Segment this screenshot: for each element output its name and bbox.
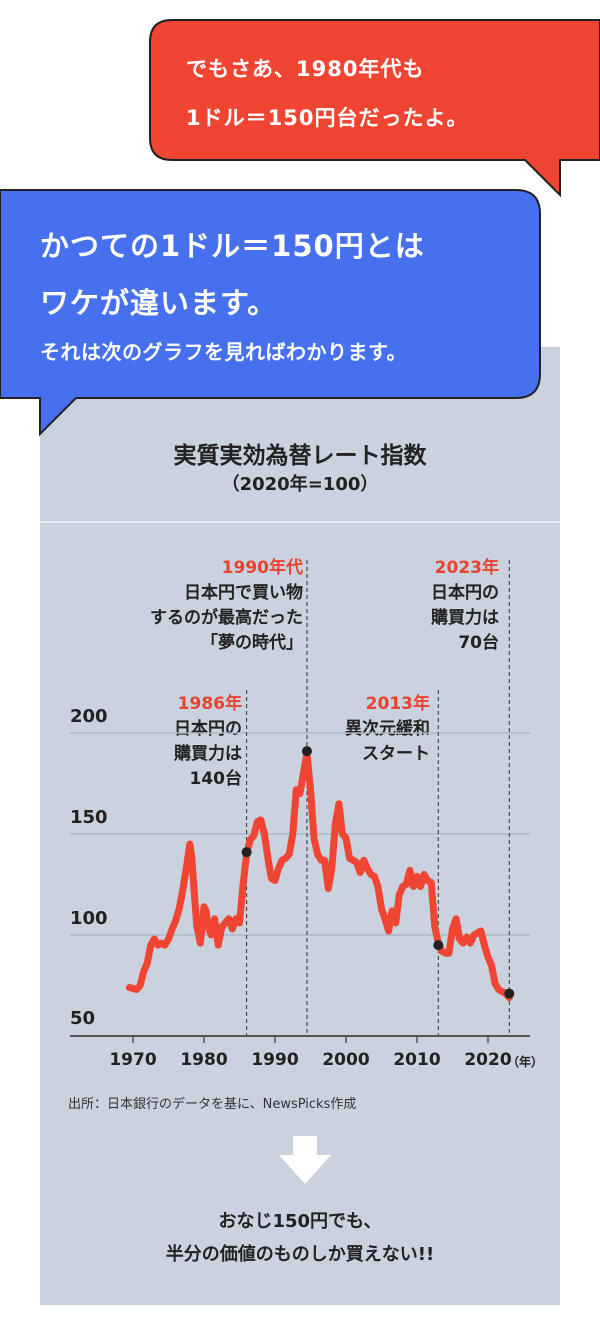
conclusion-line-2: 半分の価値のものしか買えない!! xyxy=(165,1244,435,1265)
speech-bubbles xyxy=(0,19,600,437)
annotation-text: 購買力は xyxy=(431,608,499,628)
annotation-year: 1990年代 xyxy=(221,558,303,578)
annotation-2023: 2023年 日本円の 購買力は 70台 xyxy=(431,556,499,656)
x-tick-1980: 1980 xyxy=(180,1050,228,1070)
y-tick-150: 150 xyxy=(70,807,108,828)
blue-bubble-line-2: ワケが違います。 xyxy=(40,286,278,320)
y-tick-50: 50 xyxy=(70,1008,96,1029)
annotation-text: 日本円の xyxy=(174,719,242,739)
red-bubble-line-2: 1ドル＝150円台だったよ。 xyxy=(186,106,469,130)
red-speech-bubble xyxy=(149,19,600,198)
source-note: 出所：日本銀行のデータを基に、NewsPicks作成 xyxy=(68,1097,357,1112)
annotation-text: 異次元緩和 xyxy=(345,719,430,739)
annotation-year: 2013年 xyxy=(365,694,430,714)
annotation-1986: 1986年 日本円の 購買力は 140台 xyxy=(174,692,242,792)
annotation-text: 日本円で買い物 xyxy=(184,583,303,603)
blue-speech-bubble xyxy=(0,189,541,437)
red-bubble-line-1: でもさあ、1980年代も xyxy=(186,57,425,81)
annotation-year: 2023年 xyxy=(434,558,499,578)
chart-subtitle: （2020年=100） xyxy=(221,474,379,495)
blue-bubble-line-3: それは次のグラフを見ればわかります。 xyxy=(40,340,407,364)
annotation-text: 「夢の時代」 xyxy=(201,633,303,653)
x-tick-1990: 1990 xyxy=(251,1050,299,1070)
annotation-text: するのが最高だった xyxy=(150,608,303,628)
conclusion-line-1: おなじ150円でも、 xyxy=(218,1211,382,1232)
x-tick-1970: 1970 xyxy=(109,1050,157,1070)
annotation-year: 1986年 xyxy=(177,694,242,714)
annotation-text: 70台 xyxy=(458,633,499,653)
x-tick-2020: 2020 xyxy=(464,1050,512,1070)
y-tick-100: 100 xyxy=(70,908,108,929)
y-tick-200: 200 xyxy=(70,706,108,727)
blue-bubble-line-1: かつての1ドル＝150円とは xyxy=(40,229,425,263)
down-arrow-icon xyxy=(279,1136,331,1184)
chart-title: 実質実効為替レート指数 xyxy=(173,443,427,469)
annotation-1990s: 1990年代 日本円で買い物 するのが最高だった 「夢の時代」 xyxy=(150,556,303,656)
annotation-text: スタート xyxy=(362,744,430,764)
panel-divider xyxy=(40,521,560,523)
x-tick-2000: 2000 xyxy=(322,1050,370,1070)
annotation-text: 購買力は xyxy=(174,744,242,764)
annotation-text: 日本円の xyxy=(431,583,499,603)
x-tick-2010: 2010 xyxy=(393,1050,441,1070)
annotation-2013: 2013年 異次元緩和 スタート xyxy=(345,692,430,767)
x-axis-unit: （年） xyxy=(507,1055,544,1069)
annotation-text: 140台 xyxy=(189,769,243,789)
